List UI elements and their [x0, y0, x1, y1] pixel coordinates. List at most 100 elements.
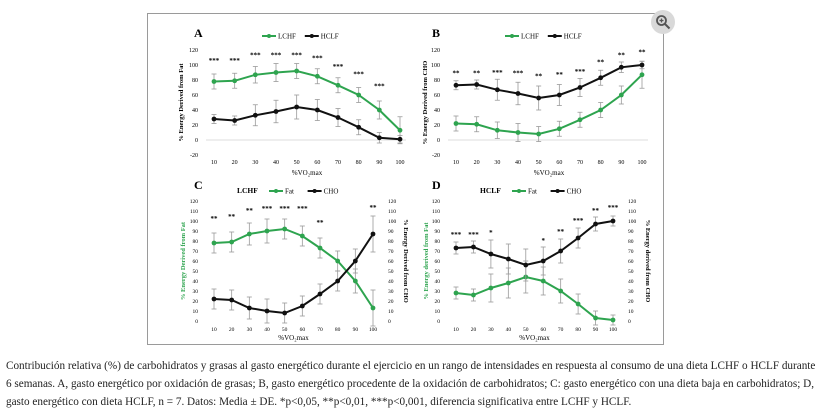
- x-tick-label: 20: [474, 160, 480, 166]
- data-point: [575, 301, 581, 307]
- significance-marker: ***: [312, 55, 323, 63]
- data-point: [273, 70, 279, 75]
- data-point: [453, 245, 459, 251]
- legend-entry: LCHF: [278, 33, 296, 41]
- y-tick-label: 120: [432, 199, 441, 205]
- x-tick-label: 80: [575, 327, 581, 333]
- y-tick-label: 90: [193, 229, 199, 235]
- data-point: [639, 72, 645, 78]
- data-point: [515, 130, 521, 135]
- data-point: [335, 258, 341, 264]
- significance-marker: **: [618, 52, 626, 60]
- x-tick-label: 80: [356, 160, 362, 166]
- significance-marker: **: [597, 58, 605, 66]
- x-tick-label: 70: [317, 327, 323, 333]
- data-point: [488, 251, 494, 257]
- x-tick-label: 90: [618, 160, 624, 166]
- y-tick-label: 60: [435, 259, 441, 265]
- significance-marker: ***: [229, 57, 240, 65]
- data-point: [211, 240, 217, 246]
- x-tick-label: 20: [229, 327, 235, 333]
- data-point: [211, 79, 217, 84]
- data-point: [453, 121, 459, 126]
- x-tick-label: 40: [273, 160, 279, 166]
- y-right-tick-label: 110: [388, 209, 396, 215]
- data-point: [523, 262, 529, 268]
- x-tick-label: 60: [300, 327, 306, 333]
- data-point: [264, 308, 270, 314]
- x-tick-label: 80: [598, 160, 604, 166]
- y-right-tick-label: 60: [628, 259, 634, 265]
- y-tick-label: 40: [435, 279, 441, 285]
- x-tick-label: 40: [264, 327, 270, 333]
- panel-letter: B: [432, 26, 440, 40]
- data-point: [618, 92, 624, 98]
- x-tick-label: 60: [556, 160, 562, 166]
- y-tick-label: 50: [435, 269, 441, 275]
- y-tick-label: 60: [434, 93, 440, 99]
- x-tick-label: 10: [211, 327, 217, 333]
- x-tick-label: 100: [369, 327, 378, 333]
- y-tick-label: 30: [435, 289, 441, 295]
- data-point: [299, 233, 305, 239]
- significance-marker: **: [557, 228, 565, 236]
- y-right-tick-label: 100: [628, 219, 637, 225]
- data-point: [211, 116, 217, 122]
- data-point: [282, 226, 288, 232]
- y-tick-label: 0: [195, 138, 198, 144]
- data-point: [474, 82, 480, 87]
- data-point: [314, 107, 320, 113]
- data-point: [335, 278, 341, 284]
- data-point: [246, 231, 252, 237]
- data-point: [370, 305, 376, 311]
- y-tick-label: 80: [435, 239, 441, 245]
- significance-marker: ***: [374, 82, 385, 90]
- panel-letter: D: [432, 178, 441, 192]
- legend-entry: CHO: [324, 188, 339, 196]
- y-axis-label: % Energy Derived from Fat: [180, 221, 187, 300]
- x-axis-label: %VO₂max: [278, 334, 309, 342]
- y-tick-label: 90: [435, 229, 441, 235]
- data-point: [471, 292, 476, 298]
- x-axis-label: %VO₂max: [519, 334, 550, 342]
- y-tick-label: 80: [193, 239, 199, 245]
- data-point: [471, 244, 476, 250]
- series-line-hclf: [213, 105, 401, 141]
- y-axis-label: % Energy derived from Fat: [423, 222, 430, 300]
- significance-marker: ***: [575, 68, 586, 76]
- x-tick-label: 10: [453, 160, 459, 166]
- y-tick-label: 120: [431, 48, 440, 54]
- y-tick-label: 40: [193, 279, 199, 285]
- zoom-in-icon[interactable]: [651, 10, 675, 34]
- y-tick-label: 40: [192, 108, 198, 114]
- significance-marker: ***: [279, 205, 290, 213]
- data-point: [335, 115, 341, 120]
- data-point: [352, 258, 358, 264]
- significance-marker: ***: [608, 204, 619, 212]
- y-right-tick-label: 10: [628, 309, 634, 315]
- figure-caption: Contribución relativa (%) de carbohidrat…: [6, 360, 816, 408]
- y-right-tick-label: 20: [388, 299, 394, 305]
- significance-marker: ***: [468, 231, 479, 239]
- significance-marker: ***: [492, 69, 503, 77]
- y-right-tick-label: 60: [388, 259, 394, 265]
- y-tick-label: -20: [432, 153, 440, 159]
- significance-marker: ***: [513, 70, 524, 78]
- panel-title: HCLF: [480, 186, 501, 195]
- data-point: [505, 256, 511, 262]
- y-right-axis-label: % Energy Derived from CHO: [402, 219, 409, 303]
- significance-marker: ***: [297, 205, 308, 213]
- data-point: [232, 78, 238, 84]
- x-tick-label: 10: [453, 327, 459, 333]
- x-tick-label: 50: [536, 160, 542, 166]
- y-tick-label: 20: [192, 123, 198, 129]
- x-tick-label: 80: [335, 327, 341, 333]
- data-point: [488, 285, 494, 291]
- x-axis-label: %VO₂max: [534, 169, 565, 177]
- x-tick-label: 30: [494, 160, 500, 166]
- series-line-cho: [213, 233, 374, 315]
- data-point: [453, 290, 459, 296]
- legend-entry: LCHF: [521, 33, 539, 41]
- data-point: [639, 62, 645, 68]
